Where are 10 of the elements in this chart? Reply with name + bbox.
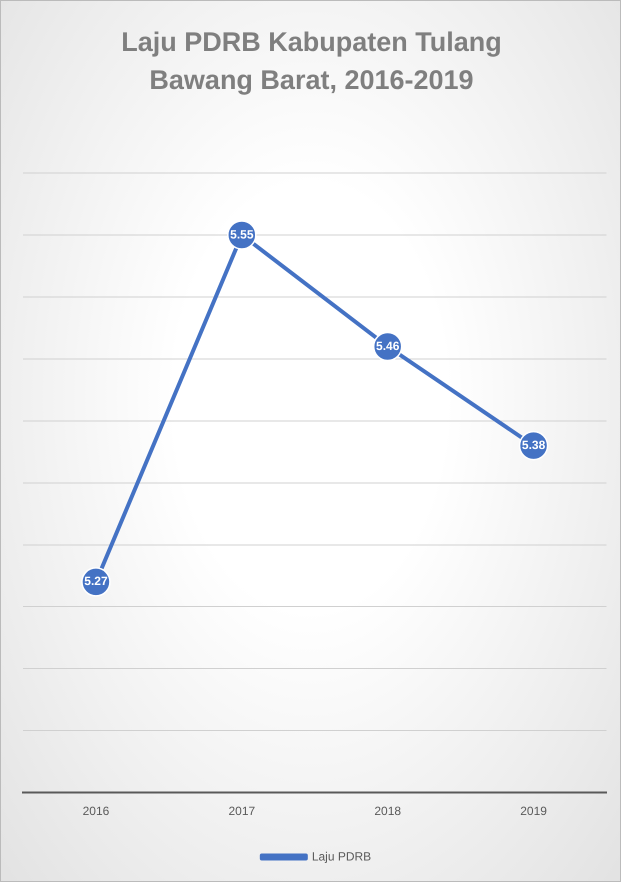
data-label: 5.38 bbox=[522, 438, 546, 452]
legend-label: Laju PDRB bbox=[312, 849, 372, 864]
x-tick-label: 2016 bbox=[82, 804, 110, 818]
x-tick-label: 2019 bbox=[520, 804, 548, 818]
data-label: 5.55 bbox=[230, 227, 254, 242]
data-label: 5.46 bbox=[376, 338, 400, 353]
data-label: 5.27 bbox=[84, 574, 108, 588]
x-tick-label: 2017 bbox=[228, 804, 256, 818]
x-tick-label: 2018 bbox=[374, 804, 402, 818]
chart-title: Laju PDRB Kabupaten Tulang Bawang Barat, 2016-2019 bbox=[120, 26, 503, 97]
